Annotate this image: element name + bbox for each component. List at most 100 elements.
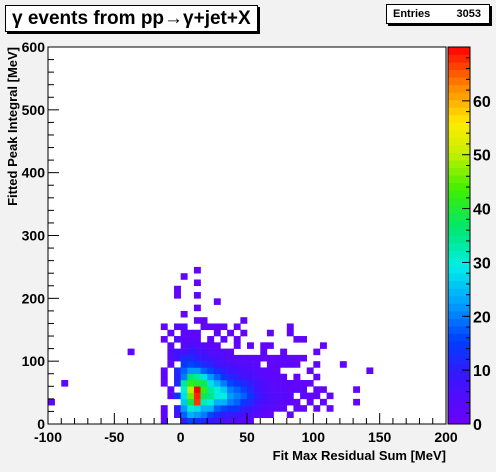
- heatmap-cell: [233, 373, 241, 381]
- heatmap-cell: [286, 411, 294, 419]
- heatmap-cell: [193, 380, 201, 387]
- heatmap-cell: [207, 348, 215, 356]
- heatmap-cell: [220, 398, 228, 406]
- heatmap-cell: [213, 342, 221, 349]
- heatmap-cell: [260, 405, 268, 412]
- heatmap-cell: [260, 367, 268, 375]
- palette-band: [448, 333, 470, 342]
- heatmap-cell: [273, 373, 281, 381]
- z-tick-label: 20: [473, 309, 491, 326]
- heatmap-cell: [280, 405, 288, 412]
- heatmap-cell: [187, 392, 195, 400]
- stats-entries-value: 3053: [456, 8, 481, 20]
- heatmap-cell: [207, 417, 215, 425]
- heatmap-cell: [187, 329, 195, 337]
- heatmap-cell: [306, 380, 314, 387]
- heatmap-cell: [233, 392, 241, 400]
- heatmap-cell: [213, 361, 221, 368]
- x-tick-label: 0: [177, 429, 185, 445]
- palette-band: [448, 386, 470, 395]
- heatmap-cell: [233, 336, 241, 343]
- heatmap-cell: [180, 373, 188, 381]
- palette-band: [448, 145, 470, 153]
- heatmap-cell: [213, 392, 221, 400]
- heatmap-cell: [233, 405, 241, 412]
- palette-band: [448, 235, 470, 244]
- heatmap-cell: [187, 386, 195, 393]
- heatmap-cell: [220, 354, 228, 362]
- heatmap-cell: [253, 380, 261, 387]
- z-axis: 0 10 20 30 40 50 60: [462, 46, 491, 434]
- heatmap-cell: [220, 361, 228, 368]
- heatmap-cell: [220, 411, 228, 419]
- heatmap-cell: [220, 336, 228, 343]
- heatmap-cell: [193, 373, 201, 381]
- heatmap-cell: [247, 392, 254, 400]
- heatmap-cell: [227, 354, 235, 362]
- heatmap-cell: [280, 354, 288, 362]
- heatmap-cell: [339, 361, 347, 368]
- heatmap-cell: [174, 292, 181, 299]
- heatmap-cell: [220, 367, 228, 375]
- heatmap-cell: [180, 323, 188, 331]
- heatmap-cell: [240, 361, 248, 368]
- heatmap-cell: [266, 386, 274, 393]
- heatmap-cell: [253, 411, 261, 419]
- chart-title: γ events from pp→γ+jet+X: [5, 5, 258, 32]
- heatmap-cell: [200, 411, 208, 419]
- z-tick-label: 0: [473, 417, 482, 434]
- heatmap-cell: [160, 367, 168, 375]
- heatmap-cell: [193, 405, 201, 412]
- heatmap-cell: [306, 367, 314, 375]
- heatmap-cell: [180, 398, 188, 406]
- heatmap-cell: [174, 323, 181, 331]
- heatmap-cell: [266, 392, 274, 400]
- palette-band: [448, 295, 470, 304]
- x-tick-label: 50: [239, 429, 255, 445]
- heatmap-cell: [227, 348, 235, 356]
- heatmap-cell: [220, 386, 228, 393]
- heatmap-cell: [174, 380, 181, 387]
- heatmap-cell: [200, 417, 208, 425]
- heatmap-cell: [286, 398, 294, 406]
- palette-band: [448, 371, 470, 380]
- heatmap-cell: [293, 386, 301, 393]
- heatmap-cell: [306, 398, 314, 406]
- heatmap-cell: [247, 367, 254, 375]
- palette-band: [448, 62, 470, 71]
- heatmap-cell: [240, 417, 248, 425]
- palette-band: [448, 69, 470, 78]
- heatmap-cell: [233, 367, 241, 375]
- heatmap-cell: [187, 367, 195, 375]
- heatmap-cell: [180, 411, 188, 419]
- heatmap-cell: [300, 336, 307, 343]
- x-tick-label: -100: [34, 429, 62, 445]
- heatmap-cell: [127, 348, 135, 356]
- heatmap-cell: [174, 354, 181, 362]
- heatmap-cell: [193, 336, 201, 343]
- palette-band: [448, 197, 470, 206]
- heatmap-cell: [233, 361, 241, 368]
- heatmap-cell: [213, 398, 221, 406]
- heatmap-cell: [319, 342, 327, 349]
- y-tick-label: 400: [22, 165, 46, 181]
- heatmap-cell: [167, 392, 175, 400]
- heatmap-cell: [174, 392, 181, 400]
- heatmap-cell: [213, 417, 221, 425]
- heatmap-cell: [193, 417, 201, 425]
- heatmap-cell: [207, 411, 215, 419]
- heatmap-cell: [293, 373, 301, 381]
- heatmap-cell: [207, 373, 215, 381]
- heatmap-cell: [200, 380, 208, 387]
- heatmap-cell: [353, 386, 361, 393]
- heatmap-cell: [213, 298, 221, 305]
- heatmap-cell: [220, 417, 228, 425]
- heatmap-cell: [280, 380, 288, 387]
- heatmap-cell: [233, 380, 241, 387]
- heatmap-cell: [193, 317, 201, 324]
- heatmap-cell: [207, 336, 215, 343]
- heatmap-cell: [200, 367, 208, 375]
- palette-band: [448, 348, 470, 357]
- heatmap-cell: [193, 367, 201, 375]
- heatmap-cell: [313, 373, 321, 381]
